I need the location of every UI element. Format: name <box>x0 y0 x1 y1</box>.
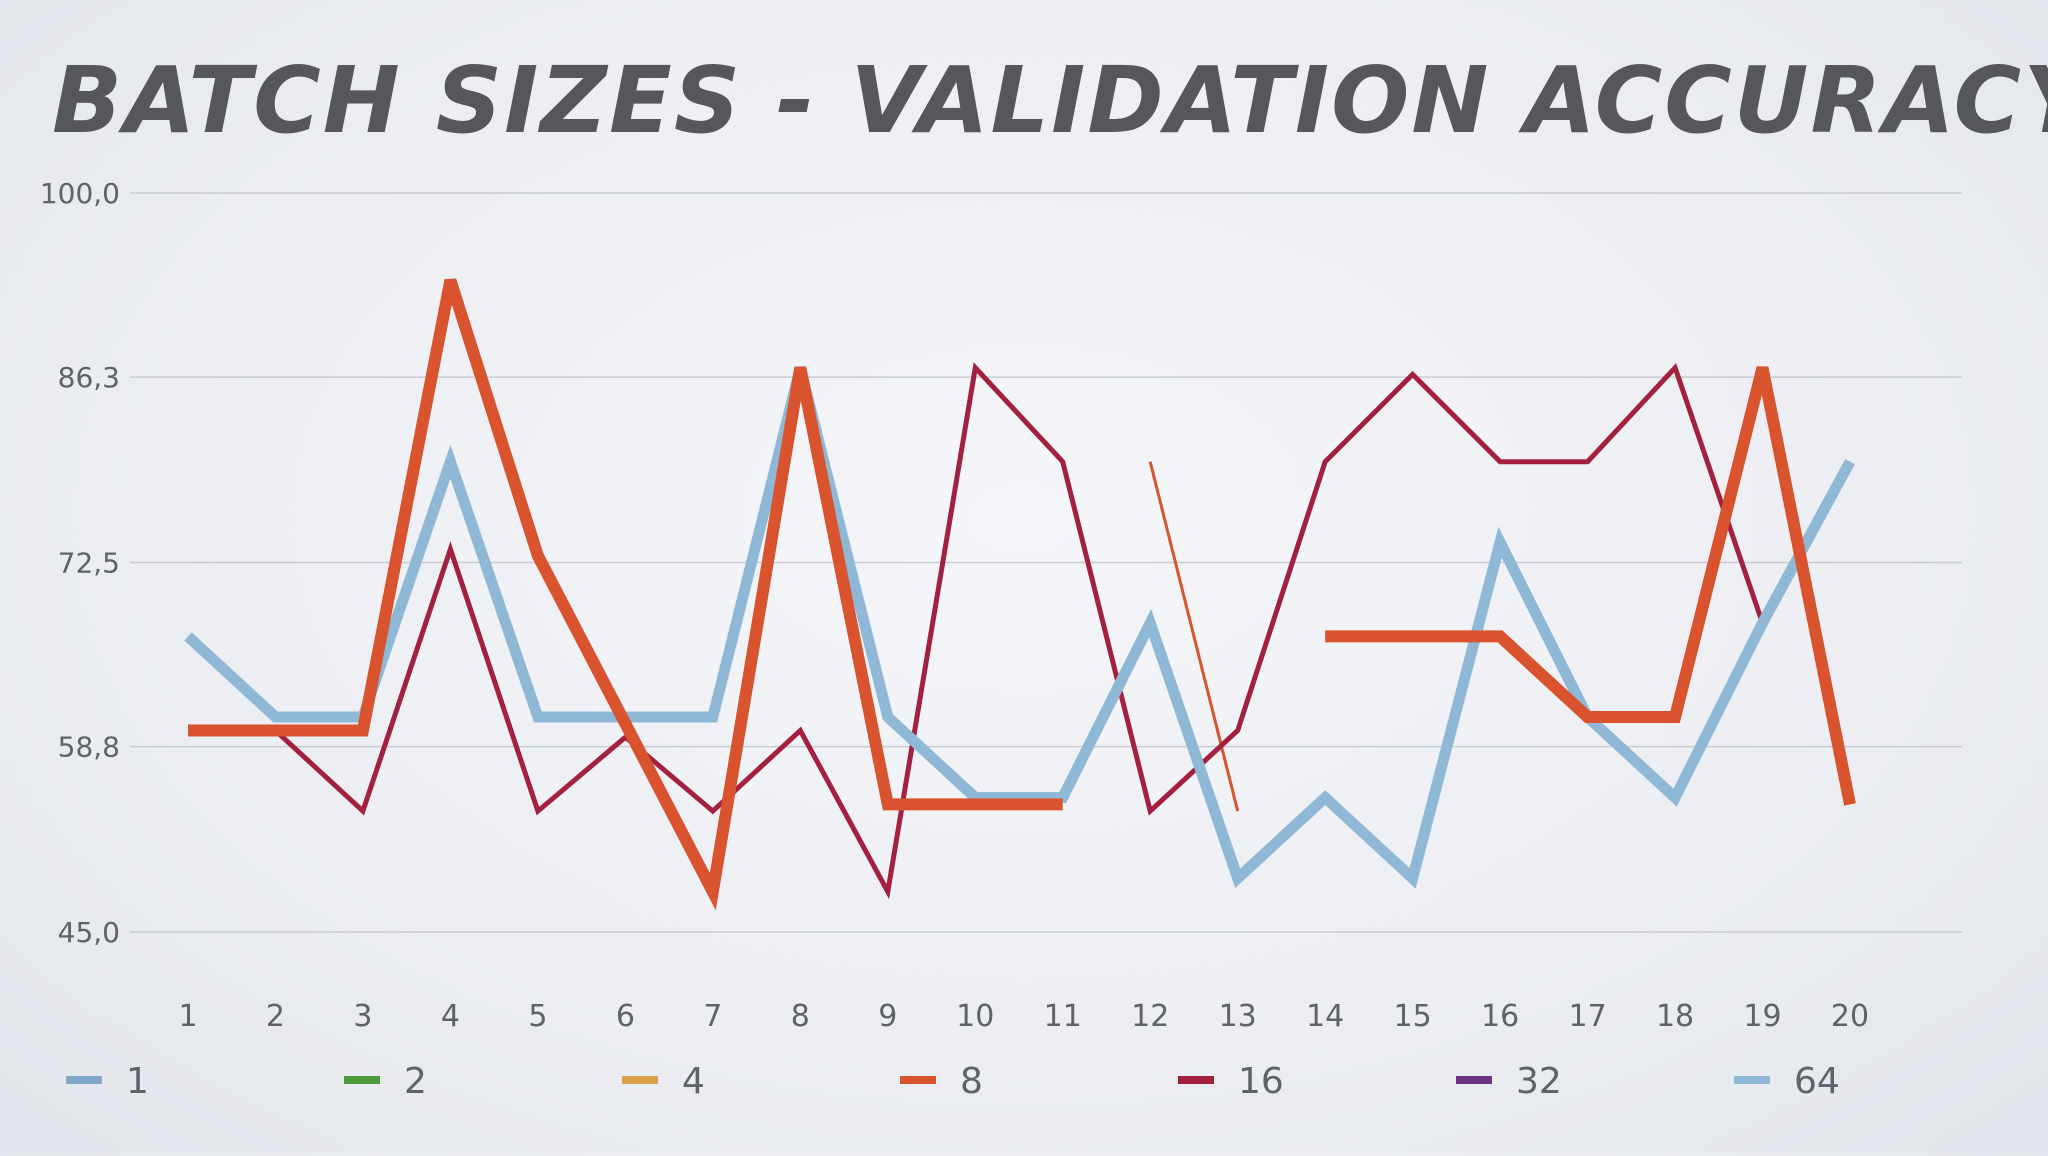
x-tick-label: 18 <box>1656 999 1694 1034</box>
y-tick-label: 58,8 <box>58 731 120 764</box>
x-tick-label: 14 <box>1306 999 1344 1034</box>
x-tick-label: 9 <box>878 999 897 1034</box>
y-tick-label: 45,0 <box>58 916 120 949</box>
legend: 1 2 4 8 16 32 64 <box>66 1061 1840 1102</box>
x-tick-label: 11 <box>1044 999 1082 1034</box>
x-tick-label: 3 <box>353 999 372 1034</box>
x-tick-label: 17 <box>1568 999 1606 1034</box>
y-tick-label: 100,0 <box>40 177 120 210</box>
series-line-8 <box>1148 461 1240 812</box>
x-tick-label: 4 <box>441 999 460 1034</box>
series-line-8 <box>1325 366 1856 806</box>
x-tick-label: 15 <box>1394 999 1432 1034</box>
x-tick-label: 1 <box>178 999 197 1034</box>
chart-title: BATCH SIZES - VALIDATION ACCURACY > 85% <box>52 47 2048 154</box>
y-tick-label: 86,3 <box>58 361 120 394</box>
x-tick-label: 5 <box>528 999 547 1034</box>
series-line-64 <box>184 366 1855 889</box>
x-tick-label: 13 <box>1219 999 1257 1034</box>
series-line-16 <box>188 362 1853 900</box>
x-tick-label: 10 <box>956 999 994 1034</box>
series-line-8 <box>188 278 1063 911</box>
x-tick-label: 8 <box>791 999 810 1034</box>
x-tick-label: 19 <box>1743 999 1781 1034</box>
x-tick-label: 2 <box>266 999 285 1034</box>
x-tick-label: 6 <box>616 999 635 1034</box>
legend-label: 16 <box>1238 1061 1284 1102</box>
legend-label: 64 <box>1794 1061 1840 1102</box>
x-axis-ticks: 1 2 3 4 5 6 7 8 9 10 11 12 13 14 15 16 17 18 19 20 <box>178 999 1869 1034</box>
y-tick-label: 72,5 <box>58 547 120 580</box>
series-layer <box>184 278 1856 911</box>
legend-label: 32 <box>1516 1061 1562 1102</box>
legend-label: 4 <box>682 1061 705 1102</box>
legend-label: 2 <box>404 1061 427 1102</box>
x-tick-label: 20 <box>1831 999 1869 1034</box>
y-axis-ticks: 45,0 58,8 72,5 86,3 100,0 <box>40 177 120 949</box>
grid-layer <box>130 192 1962 933</box>
legend-label: 8 <box>960 1061 983 1102</box>
x-tick-label: 12 <box>1131 999 1169 1034</box>
x-tick-label: 7 <box>703 999 722 1034</box>
legend-label: 1 <box>126 1061 149 1102</box>
x-tick-label: 16 <box>1481 999 1519 1034</box>
